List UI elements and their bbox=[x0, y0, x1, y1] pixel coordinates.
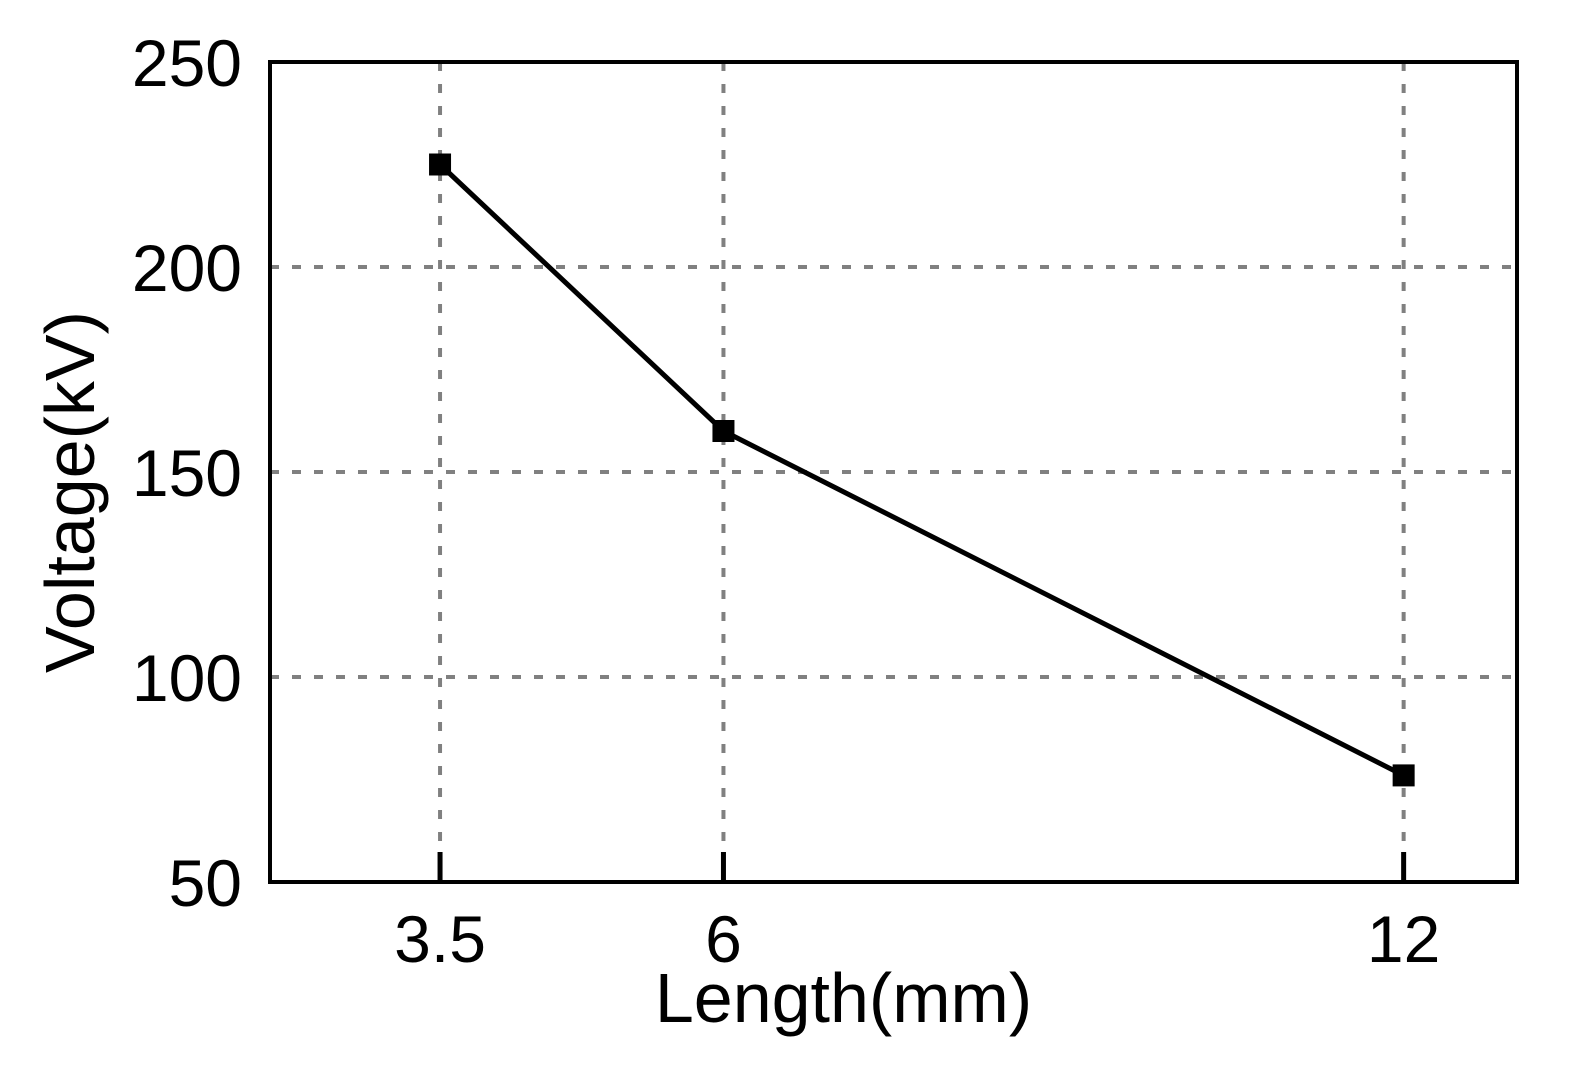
y-tick-label-100: 100 bbox=[132, 641, 242, 715]
axis-ticks bbox=[437, 852, 1407, 884]
series-line-0 bbox=[438, 162, 1405, 778]
y-tick-label-200: 200 bbox=[132, 231, 242, 305]
series-layer bbox=[429, 153, 1415, 787]
y-tick-label-50: 50 bbox=[169, 846, 242, 920]
x-axis-tick-labels: 3.5 6 12 bbox=[394, 902, 1440, 976]
data-point-12 bbox=[1392, 764, 1415, 787]
y-axis-title: Voltage(kV) bbox=[31, 311, 109, 673]
plot-area-frame bbox=[268, 60, 1519, 884]
x-tick-label-12: 12 bbox=[1367, 902, 1440, 976]
data-point-6 bbox=[712, 420, 735, 442]
y-tick-label-250: 250 bbox=[132, 26, 242, 100]
data-point-3.5 bbox=[429, 153, 452, 176]
x-axis-title: Length(mm) bbox=[655, 959, 1032, 1037]
y-tick-label-150: 150 bbox=[132, 436, 242, 510]
grid-lines bbox=[270, 62, 1517, 882]
x-tick-label-3.5: 3.5 bbox=[394, 902, 486, 976]
x-tick-label-6: 6 bbox=[705, 902, 742, 976]
y-axis-tick-labels: 50 100 150 200 250 bbox=[132, 26, 242, 920]
